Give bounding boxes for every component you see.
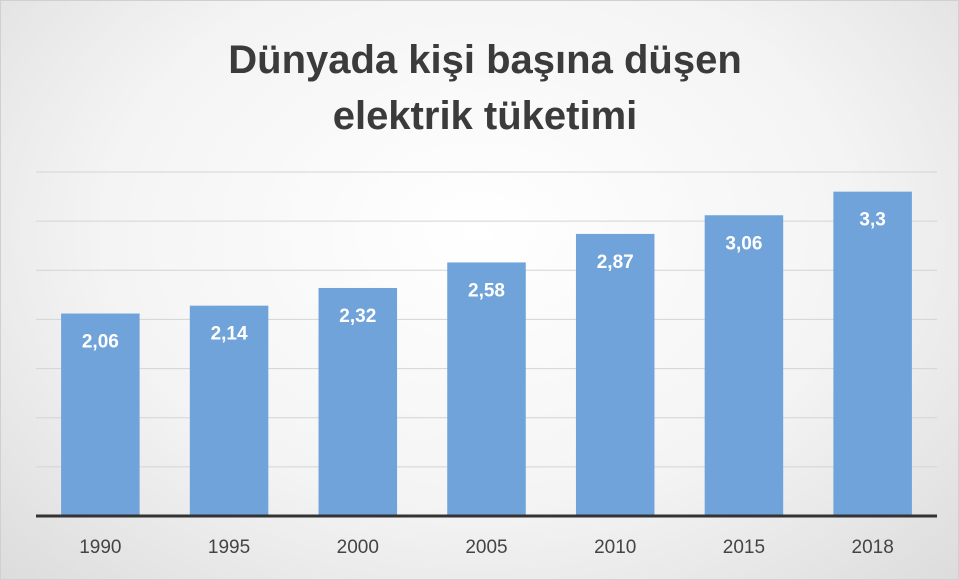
bar [61, 313, 140, 516]
value-label: 2,87 [597, 252, 634, 273]
value-label: 3,3 [859, 210, 885, 231]
bar [833, 191, 912, 516]
bar [447, 262, 526, 516]
value-label: 2,06 [82, 332, 119, 353]
bar [575, 233, 655, 517]
x-tick-label: 2010 [594, 537, 636, 558]
x-tick-label: 1990 [79, 537, 121, 558]
value-label: 2,32 [339, 306, 376, 327]
x-tick-label: 1995 [208, 537, 250, 558]
x-tick-label: 2018 [852, 537, 894, 558]
x-tick-label: 2015 [723, 537, 765, 558]
x-tick-label: 2000 [337, 537, 379, 558]
value-label: 3,06 [725, 233, 762, 254]
value-label: 2,58 [468, 280, 505, 301]
bar [318, 287, 398, 516]
bar [704, 215, 784, 516]
value-label: 2,14 [211, 324, 248, 345]
bar [189, 305, 269, 516]
x-tick-label: 2005 [465, 537, 507, 558]
chart-title: Dünyada kişi başına düşen elektrik tüket… [228, 38, 742, 138]
